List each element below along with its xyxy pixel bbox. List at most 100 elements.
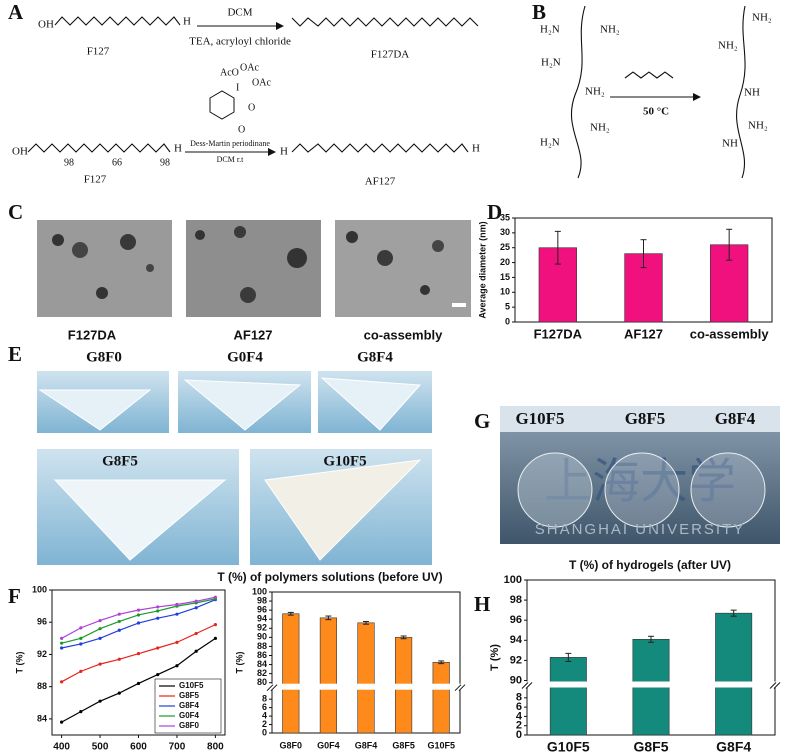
x-tick-label: G0F4: [317, 740, 340, 750]
panel-label: H: [474, 592, 490, 616]
chem-label: H: [280, 146, 288, 158]
particle: [195, 230, 205, 240]
x-tick-label: G8F4: [716, 739, 751, 755]
point: [136, 681, 141, 686]
legend-label: G0F4: [179, 711, 200, 720]
y-tick-label: 94: [510, 634, 523, 646]
vial: [53, 479, 227, 561]
image-caption: F127DA: [68, 327, 117, 342]
vial-photos: G8F0 G0F4 G8F4 G8F5 G10F5: [37, 349, 432, 565]
bar: [282, 613, 300, 734]
y-tick-label: 92: [510, 654, 522, 666]
conditions: 50 °C: [643, 106, 669, 118]
x-tick-label: 400: [53, 742, 70, 753]
break-mark: [773, 682, 781, 689]
point: [156, 609, 160, 613]
y-tick-label: 100: [504, 574, 522, 586]
vial: [264, 459, 422, 561]
x-tick-label: G10F5: [427, 740, 455, 750]
chem-label: NH₂: [600, 24, 620, 36]
point: [98, 662, 102, 666]
point: [156, 616, 160, 620]
chem-name: AF127: [365, 176, 396, 188]
y-tick-label: 6: [516, 701, 522, 713]
break-mark: [521, 682, 529, 689]
series-line: [61, 598, 216, 644]
sample-label: G8F5: [625, 409, 666, 428]
image-caption: AF127: [233, 327, 272, 342]
y-tick-label: 2: [262, 719, 267, 729]
particle: [96, 287, 108, 299]
bar: [549, 657, 587, 736]
y-tick-label: 92: [257, 623, 267, 633]
subscript: 98: [64, 157, 74, 168]
chart-title: T (%) of polymers solutions (before UV): [217, 570, 442, 584]
particle: [146, 264, 154, 272]
break-mark: [769, 682, 777, 689]
y-tick-label: 100: [252, 586, 267, 596]
y-tick-label: 96: [37, 617, 47, 627]
point: [60, 680, 64, 684]
point: [98, 699, 102, 703]
chain: [291, 143, 469, 153]
point: [175, 640, 179, 644]
legend-label: G10F5: [179, 681, 204, 690]
y-tick-label: 86: [257, 650, 267, 660]
point: [136, 652, 141, 656]
chem-label: O: [238, 124, 245, 135]
x-tick-label: AF127: [624, 326, 663, 341]
chem-label: NH₂: [585, 86, 605, 98]
y-tick-label: 0: [516, 729, 522, 741]
panel-label: C: [8, 200, 23, 224]
particle: [420, 285, 430, 295]
axis-break: [271, 683, 461, 690]
image-caption: co-assembly: [364, 327, 444, 342]
break-mark: [525, 682, 533, 689]
hydrogel: [690, 452, 766, 528]
chem-label: NH₂: [752, 12, 772, 24]
y-tick-label: 92: [37, 649, 47, 659]
chem-label: NH₂: [718, 40, 738, 52]
sample-label: G10F5: [323, 453, 366, 469]
sample-label: G0F4: [227, 349, 263, 365]
legend-label: G8F5: [179, 691, 200, 700]
chem-label: H₂N: [540, 24, 560, 36]
chem-label: H₂N: [540, 137, 560, 149]
particle: [52, 234, 64, 246]
ring: [209, 90, 235, 120]
chem-label: NH₂: [590, 122, 610, 134]
y-tick-label: 25: [500, 242, 510, 252]
y-tick-label: 4: [516, 710, 523, 722]
point: [156, 672, 160, 677]
polymer-chain: [736, 5, 746, 179]
chem-label: I: [236, 82, 239, 93]
conditions: TEA, acryloyl chloride: [189, 36, 291, 48]
point: [213, 636, 217, 640]
sample-label: G8F4: [357, 349, 393, 365]
y-tick-label: 98: [257, 595, 267, 605]
sample-label: G8F5: [102, 453, 138, 469]
logo-subtext: SHANGHAI UNIVERSITY: [535, 521, 746, 538]
legend-label: G8F0: [179, 721, 200, 730]
chem-label: OAc: [240, 62, 259, 73]
point: [79, 626, 83, 630]
chem-name: F127: [87, 46, 110, 58]
legend-label: G8F4: [179, 701, 200, 710]
point: [98, 627, 102, 631]
chem-label: O: [248, 102, 255, 113]
reagent: Dess-Martin periodinane: [190, 139, 270, 148]
point: [194, 599, 198, 603]
panel-label: G: [474, 409, 490, 433]
chem-label: NH₂: [748, 120, 768, 132]
y-tick-label: 90: [510, 674, 522, 686]
x-tick-label: G10F5: [547, 739, 590, 755]
chain: [54, 16, 181, 26]
sample-label: G8F0: [86, 349, 122, 365]
x-tick-label: 800: [207, 742, 224, 753]
chem-label: NH: [744, 87, 760, 99]
break-mark: [266, 684, 274, 692]
point: [136, 621, 141, 625]
hydrogel-photo: 上海大学 SHANGHAI UNIVERSITY G10F5 G8F5 G8F4: [500, 406, 780, 544]
y-tick-label: 35: [500, 212, 510, 222]
y-tick-label: 30: [500, 227, 510, 237]
